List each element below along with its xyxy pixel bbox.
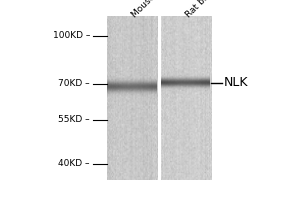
Text: NLK: NLK bbox=[224, 76, 248, 90]
Text: Mouse brain: Mouse brain bbox=[130, 0, 176, 19]
Text: 100KD –: 100KD – bbox=[52, 31, 90, 40]
Text: 55KD –: 55KD – bbox=[58, 116, 90, 124]
Text: 40KD –: 40KD – bbox=[58, 160, 90, 168]
Text: 70KD –: 70KD – bbox=[58, 79, 90, 88]
Text: Rat brain: Rat brain bbox=[184, 0, 220, 19]
